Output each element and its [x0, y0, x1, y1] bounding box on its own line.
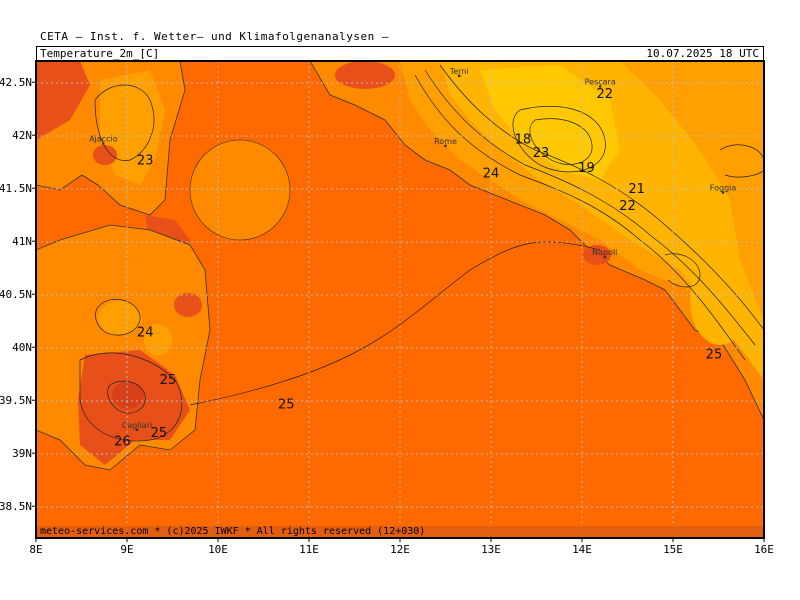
city-marker [457, 74, 461, 78]
y-tick-label: 39N [12, 447, 32, 460]
x-tick-label: 14E [572, 543, 592, 556]
contour-label: 24 [483, 166, 500, 181]
city-label: Rome [434, 137, 457, 146]
gargano-cool-zone [718, 148, 762, 172]
napoli-hot-spot [583, 245, 611, 265]
city-label: Ajaccio [89, 135, 118, 144]
city-label: Foggia [710, 183, 737, 192]
graticule [36, 61, 764, 538]
contour-label: 25 [706, 348, 723, 363]
contour-label: 24 [137, 325, 154, 340]
corsica-hot-spot [93, 145, 117, 165]
city-label: Napoli [592, 248, 617, 257]
city-labels: Terni Pescara Ajaccio Rome Foggia Napoli Cagli… [89, 67, 737, 432]
lazio-hot-spot [335, 61, 395, 89]
y-tick-label: 40.5N [0, 288, 32, 301]
contour-label: 26 [114, 434, 131, 449]
parameter-label: Temperature_2m_[C] [40, 47, 160, 60]
x-tick-label: 13E [481, 543, 501, 556]
x-tick-label: 12E [390, 543, 410, 556]
y-tick-label: 38.5N [0, 500, 32, 513]
contour-label: 25 [278, 397, 295, 412]
y-tick-label: 40N [12, 341, 32, 354]
sardinia-hottest-spot [112, 381, 144, 409]
sardinia-hot-spot [174, 293, 202, 317]
x-tick-label: 8E [29, 543, 42, 556]
city-marker [102, 142, 105, 145]
map-field [36, 61, 764, 538]
contour-label: 19 [578, 161, 595, 176]
institute-header: CETA — Inst. f. Wetter— und Klimafolgena… [40, 30, 390, 43]
tyrrhenian-mild-patch [189, 139, 291, 241]
isotherm-lines [79, 64, 764, 442]
x-axis: 8E 9E 10E 11E 12E 13E 14E 15E 16E [29, 538, 774, 556]
contour-label: 23 [533, 146, 550, 161]
contour-label: 21 [628, 182, 645, 197]
city-marker [721, 191, 725, 194]
x-tick-label: 15E [663, 543, 683, 556]
contour-label: 22 [596, 87, 613, 102]
city-marker [598, 85, 602, 88]
city-marker [603, 255, 607, 259]
city-label: Terni [449, 67, 469, 76]
x-tick-label: 16E [754, 543, 774, 556]
y-tick-label: 42.5N [0, 76, 32, 89]
valid-time: 10.07.2025 18 UTC [646, 47, 759, 60]
y-tick-label: 41.5N [0, 182, 32, 195]
calabria-cool-zone [690, 255, 750, 345]
corsica-hot-zone [36, 61, 90, 140]
footer-credit: meteo-services.com * (c)2025 IWKF * All … [40, 526, 426, 537]
contour-label: 25 [160, 373, 177, 388]
y-axis: 42.5N 42N 41.5N 41N 40.5N 40N 39.5N 39N 38.5N [0, 76, 36, 513]
city-marker [135, 428, 139, 432]
y-tick-label: 41N [12, 235, 32, 248]
city-label: Cagliari [122, 421, 152, 430]
contour-label: 18 [515, 132, 532, 147]
y-tick-label: 39.5N [0, 394, 32, 407]
x-tick-label: 11E [299, 543, 319, 556]
contour-label: 22 [619, 199, 636, 214]
contour-label: 23 [137, 154, 154, 169]
y-tick-label: 42N [12, 129, 32, 142]
sardinia-cool-zone [98, 301, 142, 335]
x-tick-label: 10E [208, 543, 228, 556]
x-tick-label: 9E [120, 543, 133, 556]
footer-band [36, 526, 764, 538]
city-label: Pescara [585, 77, 616, 86]
city-marker [444, 144, 447, 148]
abruzzo-coolest-zone [480, 65, 620, 180]
contour-label: 25 [151, 426, 168, 441]
